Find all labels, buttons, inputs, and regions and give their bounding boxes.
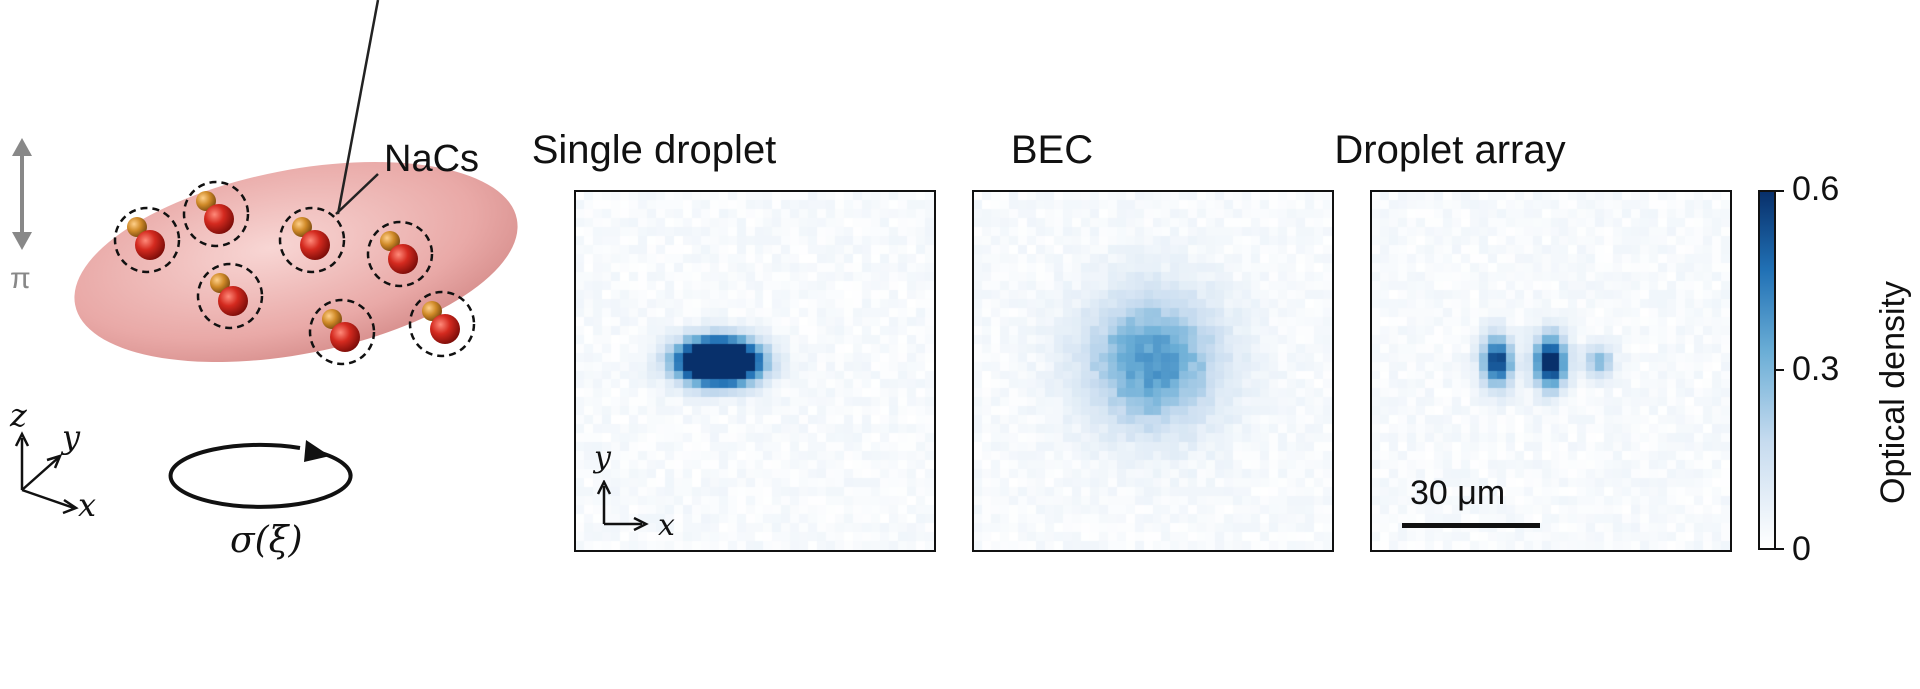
nacs-label: NaCs [384, 138, 480, 180]
colorbar-tick-top [1776, 190, 1784, 192]
cs-atom [218, 286, 248, 316]
colorbar-tick-label-max: 0.6 [1792, 170, 1840, 208]
scale-bar [1402, 523, 1540, 528]
trap-schematic [12, 0, 518, 515]
cs-atom [300, 230, 330, 260]
od-image-bec [972, 190, 1334, 552]
sigma-label: σ(ξ) [230, 520, 303, 561]
axis-z-label: z [10, 396, 27, 434]
molecule-boundary [308, 298, 376, 366]
panel-title-bec: BEC [1010, 128, 1094, 172]
na-atom [322, 309, 342, 329]
od-image-single-droplet [574, 190, 936, 552]
na-atom [210, 273, 230, 293]
scale-bar-label: 30 μm [1410, 474, 1506, 512]
cs-atom [330, 322, 360, 352]
molecule-boundary [113, 206, 181, 274]
axis-y-label: y [62, 418, 81, 456]
xyz-axes-icon [14, 431, 79, 515]
cs-atom [430, 314, 460, 344]
colorbar-tick-label-mid: 0.3 [1792, 350, 1840, 388]
na-atom [292, 217, 312, 237]
molecules [113, 180, 476, 366]
molecule-boundary [182, 180, 250, 248]
nacs-pointer [336, 0, 380, 215]
panel-title-single-droplet: Single droplet [531, 128, 777, 172]
molecule-boundary [196, 262, 264, 330]
od-image-droplet-array [1370, 190, 1732, 552]
molecule-boundary [278, 206, 346, 274]
na-atom [127, 217, 147, 237]
sigma-circular-arrow [168, 440, 353, 509]
colorbar-tick-mid [1776, 369, 1784, 371]
panel-axis-x-label: x [658, 508, 675, 543]
panel-title-droplet-array: Droplet array [1334, 128, 1566, 172]
cs-atom [135, 230, 165, 260]
na-atom [380, 231, 400, 251]
od-image-canvas [1372, 192, 1730, 550]
od-image-canvas [576, 192, 934, 550]
molecule-boundary [408, 290, 476, 358]
pi-polarization-arrow [12, 138, 32, 250]
pi-label: π [10, 262, 31, 295]
na-atom [196, 191, 216, 211]
panel-axis-y-label: y [594, 440, 611, 475]
colorbar-title: Optical density [1874, 281, 1912, 504]
colorbar [1758, 190, 1776, 550]
molecule-boundary [366, 220, 434, 288]
na-atom [422, 301, 442, 321]
axis-x-label: x [78, 486, 97, 524]
od-image-canvas [974, 192, 1332, 550]
cs-atom [204, 204, 234, 234]
cs-atom [388, 244, 418, 274]
colorbar-tick-label-min: 0 [1792, 530, 1811, 568]
sigma-arrowhead [304, 440, 330, 462]
colorbar-tick-bottom [1776, 548, 1784, 550]
panel-xy-axes-icon [596, 480, 649, 532]
